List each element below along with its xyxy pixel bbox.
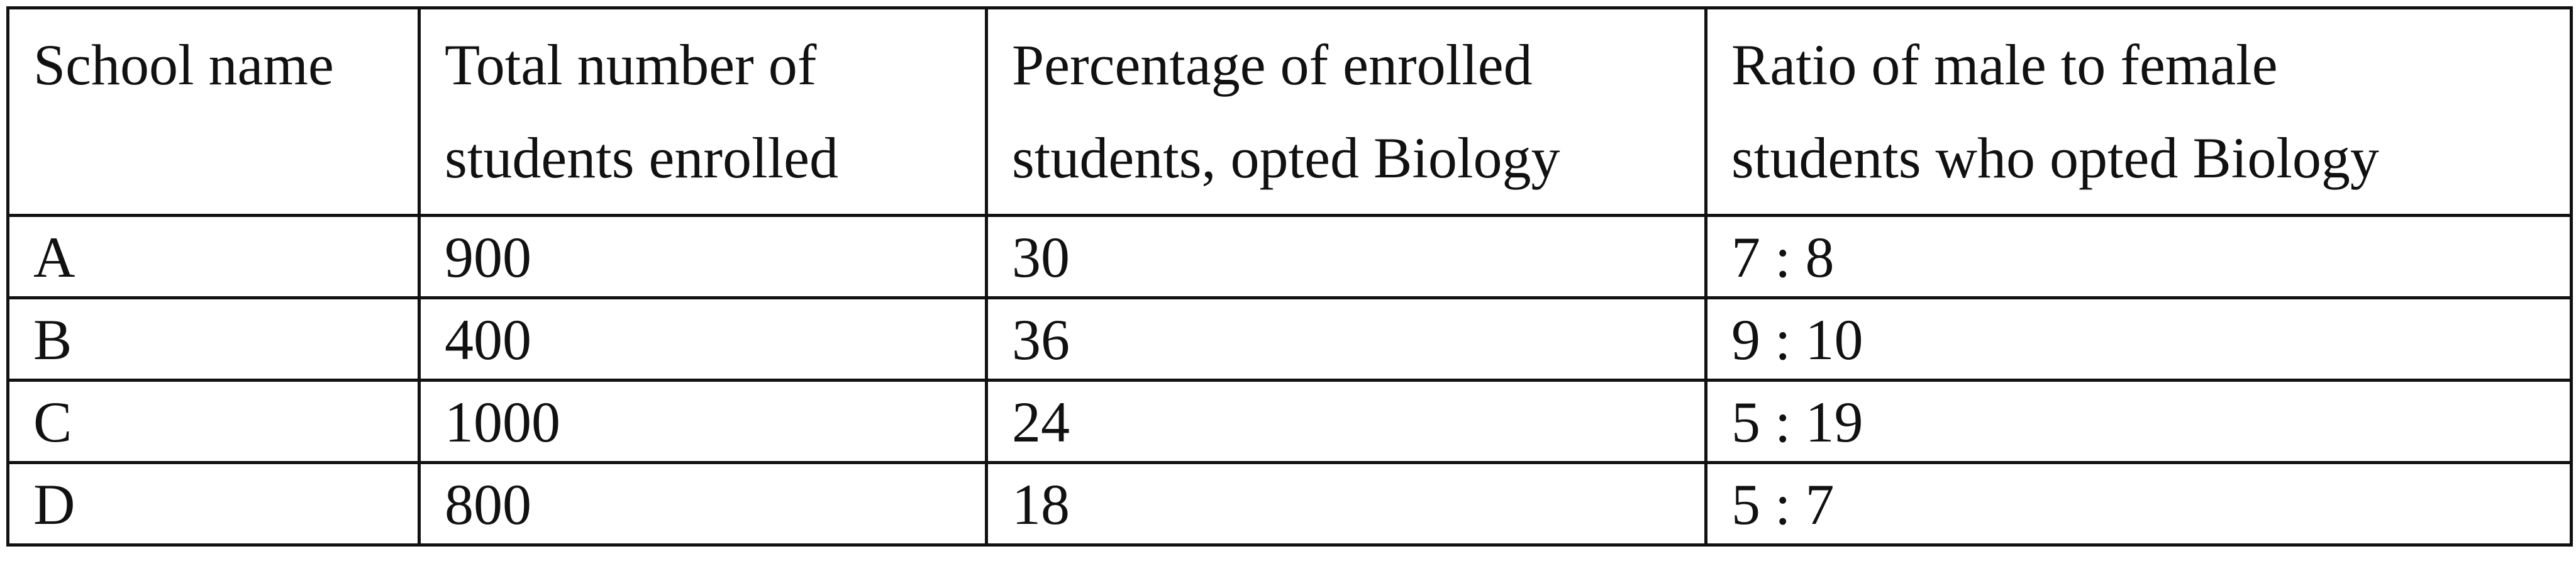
cell-ratio-male-female: 5 : 19 [1704,379,2573,464]
cell-school-name: A [6,214,421,299]
cell-school-name: C [6,379,421,464]
cell-ratio-male-female: 7 : 8 [1704,214,2573,299]
cell-percentage-biology: 36 [985,296,1707,382]
header-total-students-line1: Total number of [445,33,817,97]
cell-total-students: 900 [418,214,988,299]
header-total-students-line2: students enrolled [445,126,838,190]
header-ratio-male-female-line1: Ratio of male to female [1731,33,2278,97]
cell-school-name: B [6,296,421,382]
cell-total-students: 1000 [418,379,988,464]
header-school-name-text: School name [33,33,334,97]
header-row: School name Total number of students enr… [6,6,2573,217]
header-ratio-male-female-line2: students who opted Biology [1731,126,2379,190]
cell-ratio-male-female: 9 : 10 [1704,296,2573,382]
table-row: C 1000 24 5 : 19 [6,379,2573,464]
header-percentage-biology-line1: Percentage of enrolled [1012,33,1533,97]
header-percentage-biology: Percentage of enrolled students, opted B… [985,6,1707,217]
data-table: School name Total number of students enr… [6,6,2573,547]
cell-percentage-biology: 18 [985,461,1707,547]
table-row: B 400 36 9 : 10 [6,296,2573,382]
cell-school-name: D [6,461,421,547]
table-row: D 800 18 5 : 7 [6,461,2573,547]
header-school-name: School name [6,6,421,217]
header-ratio-male-female: Ratio of male to female students who opt… [1704,6,2573,217]
cell-percentage-biology: 30 [985,214,1707,299]
cell-total-students: 400 [418,296,988,382]
table-row: A 900 30 7 : 8 [6,214,2573,299]
header-percentage-biology-line2: students, opted Biology [1012,126,1560,190]
cell-percentage-biology: 24 [985,379,1707,464]
cell-total-students: 800 [418,461,988,547]
cell-ratio-male-female: 5 : 7 [1704,461,2573,547]
header-total-students: Total number of students enrolled [418,6,988,217]
